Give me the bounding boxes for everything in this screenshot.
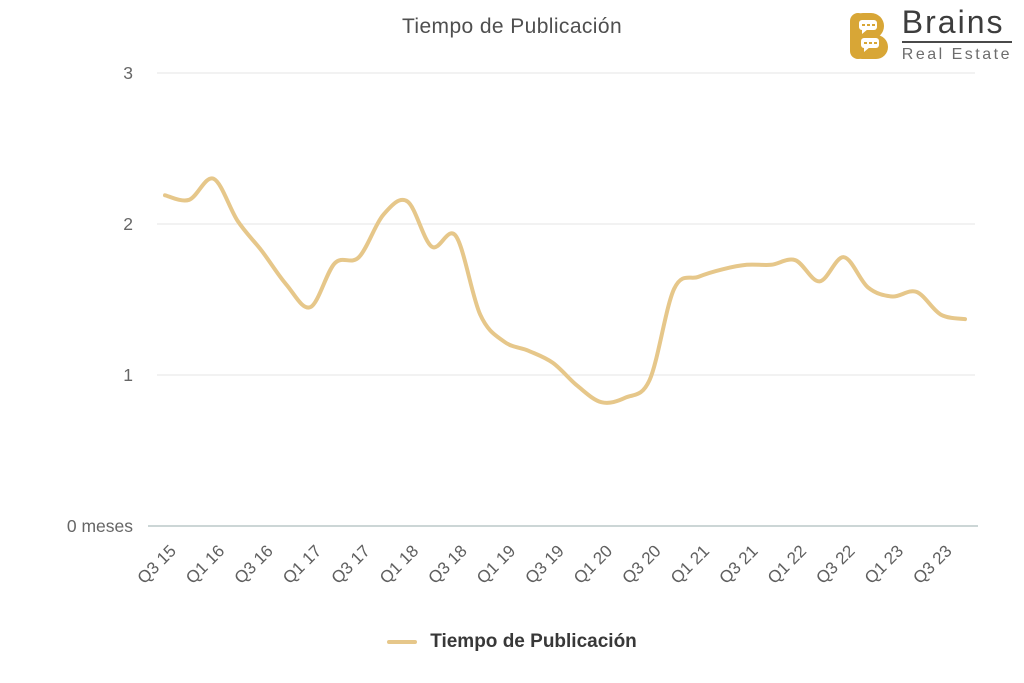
x-tick-label: Q3 19 — [522, 541, 568, 587]
data-line-tiempo-de-publicacion — [163, 176, 967, 405]
x-tick-label: Q1 19 — [473, 541, 519, 587]
x-tick-label: Q1 17 — [279, 541, 325, 587]
x-tick-label: Q3 16 — [231, 541, 277, 587]
y-tick-label: 1 — [123, 365, 133, 385]
logo-wordmark: Brains Real Estate — [901, 5, 1012, 64]
y-tick-label: 2 — [123, 214, 133, 234]
legend-line-swatch — [387, 640, 418, 644]
legend-label: Tiempo de Publicación — [430, 631, 637, 652]
x-tick-label: Q1 22 — [764, 541, 810, 587]
x-tick-label: Q3 21 — [715, 541, 761, 587]
x-tick-label: Q1 20 — [570, 541, 616, 587]
logo-subtitle-text: Real Estate — [901, 45, 1012, 63]
x-tick-label: Q3 15 — [134, 541, 180, 587]
x-tick-label: Q3 17 — [328, 541, 374, 587]
chart-title: Tiempo de Publicación — [401, 15, 623, 38]
logo-b-icon — [849, 12, 888, 59]
x-tick-label: Q1 21 — [667, 541, 713, 587]
x-tick-label: Q3 20 — [618, 541, 664, 587]
x-tick-label: Q1 16 — [182, 541, 228, 587]
x-tick-label: Q3 23 — [909, 541, 955, 587]
x-tick-label: Q1 18 — [376, 541, 422, 587]
y-tick-label: 3 — [123, 63, 133, 83]
y-tick-label: 0 meses — [67, 516, 133, 536]
legend-item[interactable]: Tiempo de Publicación — [0, 631, 1024, 653]
x-tick-label: Q3 22 — [812, 541, 858, 587]
x-tick-label: Q3 18 — [425, 541, 471, 587]
brand-logo: Brains Real Estate — [842, 5, 1012, 64]
x-tick-label: Q1 23 — [861, 541, 907, 587]
logo-brand-text: Brains — [901, 5, 1012, 43]
